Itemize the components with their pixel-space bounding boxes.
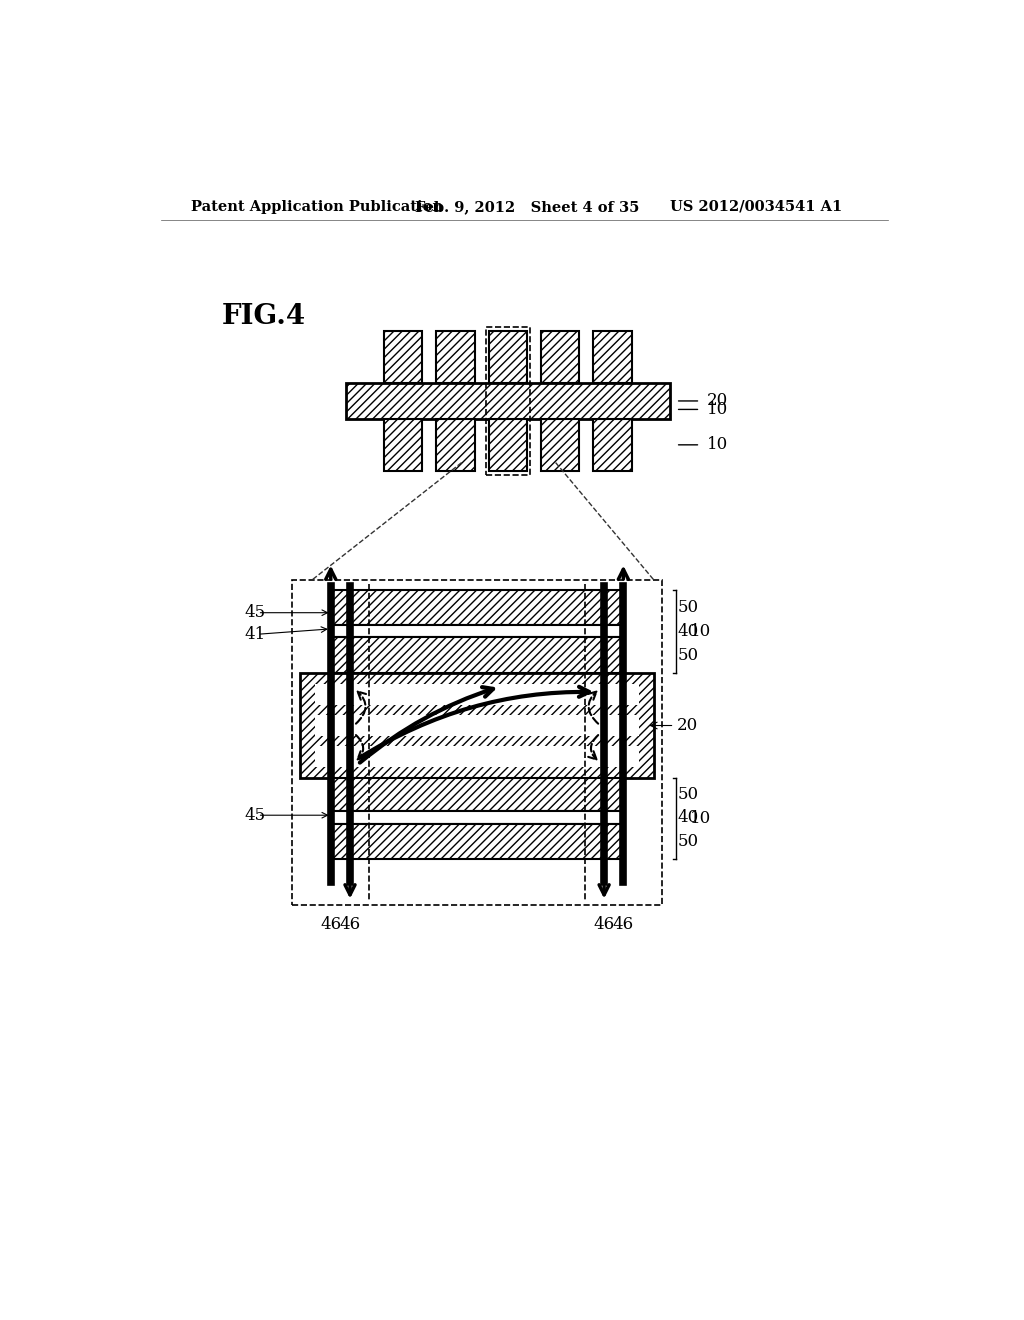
Text: US 2012/0034541 A1: US 2012/0034541 A1 (670, 199, 842, 214)
Text: 45: 45 (245, 605, 265, 622)
Text: 46: 46 (594, 916, 614, 933)
Bar (384, 418, 422, 471)
Text: 41: 41 (245, 626, 266, 643)
Bar (436, 331, 475, 383)
Bar (331, 779, 624, 812)
Bar (331, 812, 624, 824)
Bar (331, 626, 624, 638)
Text: 50: 50 (677, 647, 698, 664)
Text: FIG.4: FIG.4 (221, 302, 305, 330)
Bar (541, 331, 580, 383)
Bar (541, 418, 580, 471)
Bar (315, 746, 639, 767)
Bar (593, 331, 632, 383)
Text: 10: 10 (707, 401, 728, 418)
Bar (593, 418, 632, 471)
Bar (488, 418, 527, 471)
Bar (315, 714, 639, 737)
Text: 50: 50 (677, 599, 698, 616)
Bar (331, 638, 624, 673)
Text: 20: 20 (707, 392, 728, 409)
Text: 40: 40 (677, 809, 698, 826)
Bar (346, 383, 670, 418)
Text: 46: 46 (612, 916, 634, 933)
Text: 10: 10 (690, 810, 712, 828)
Text: Feb. 9, 2012   Sheet 4 of 35: Feb. 9, 2012 Sheet 4 of 35 (416, 199, 640, 214)
Text: 50: 50 (677, 787, 698, 804)
Bar (485, 327, 530, 475)
Text: 10: 10 (690, 623, 712, 640)
Text: Patent Application Publication: Patent Application Publication (190, 199, 442, 214)
Bar (300, 673, 654, 779)
Bar (331, 824, 624, 859)
Text: 46: 46 (339, 916, 360, 933)
Text: 10: 10 (707, 437, 728, 453)
Bar (384, 331, 422, 383)
Bar (315, 684, 639, 705)
Text: 20: 20 (650, 717, 698, 734)
Bar (488, 331, 527, 383)
Bar (292, 581, 662, 906)
Bar (331, 590, 624, 626)
Text: 45: 45 (245, 807, 265, 824)
Bar (436, 418, 475, 471)
Text: 50: 50 (677, 833, 698, 850)
Text: 46: 46 (321, 916, 341, 933)
Text: 40: 40 (677, 623, 698, 640)
